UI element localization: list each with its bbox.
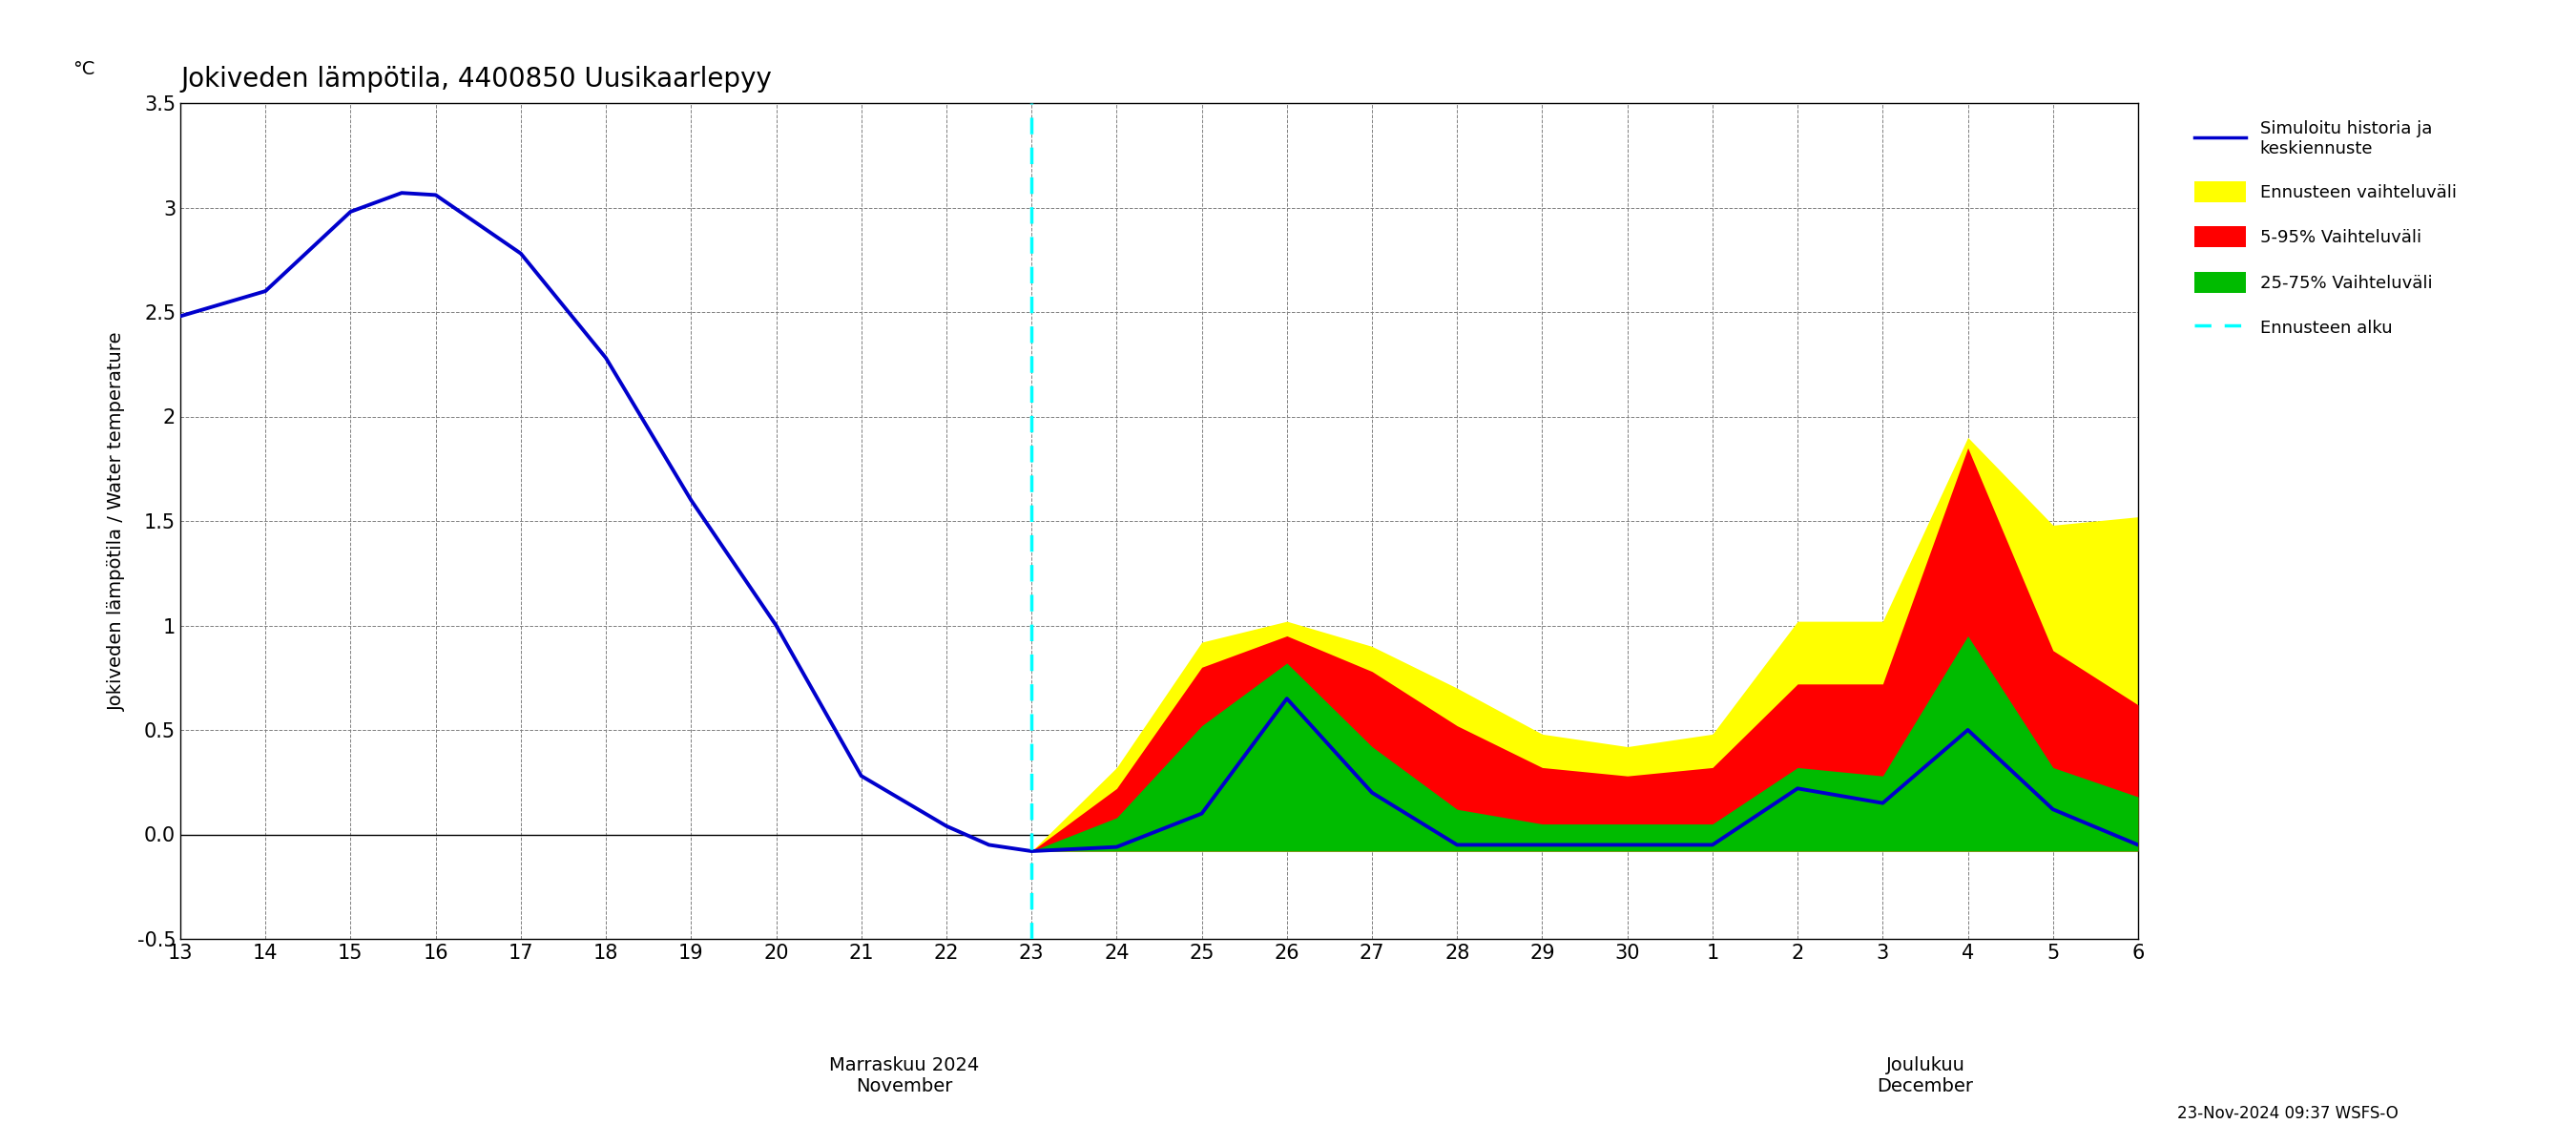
Text: Joulukuu
December: Joulukuu December xyxy=(1878,1056,1973,1095)
Text: Jokiveden lämpötila, 4400850 Uusikaarlepyy: Jokiveden lämpötila, 4400850 Uusikaarlep… xyxy=(180,66,773,93)
Text: Marraskuu 2024
November: Marraskuu 2024 November xyxy=(829,1056,979,1095)
Text: °C: °C xyxy=(72,60,95,78)
Y-axis label: Jokiveden lämpötila / Water temperature: Jokiveden lämpötila / Water temperature xyxy=(108,331,126,711)
Legend: Simuloitu historia ja
keskiennuste, Ennusteen vaihteluväli, 5-95% Vaihteluväli, : Simuloitu historia ja keskiennuste, Ennu… xyxy=(2187,112,2465,347)
Text: 23-Nov-2024 09:37 WSFS-O: 23-Nov-2024 09:37 WSFS-O xyxy=(2177,1105,2398,1122)
